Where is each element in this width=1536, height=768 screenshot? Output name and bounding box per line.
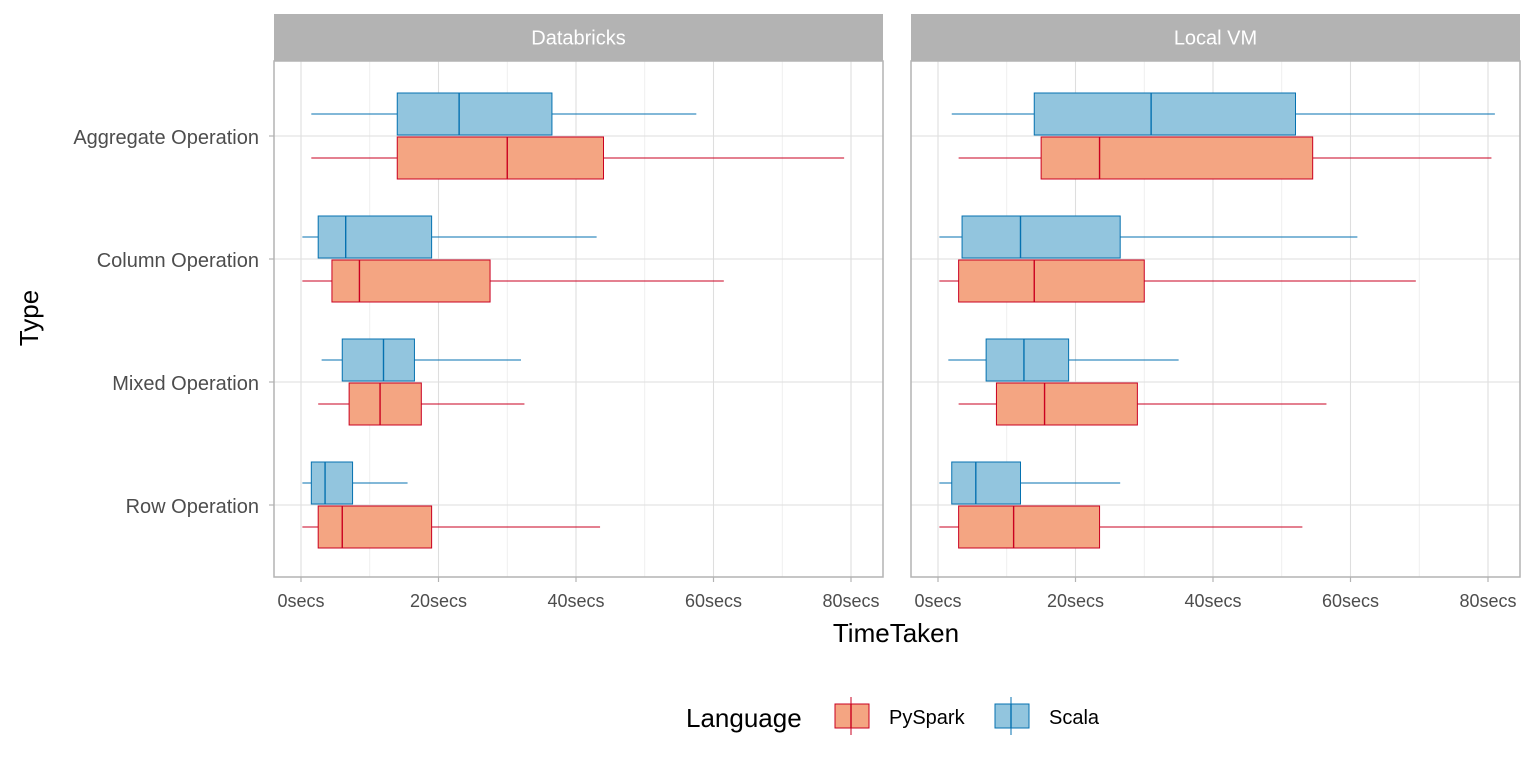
box-pyspark-row-operation bbox=[302, 505, 601, 549]
panel-local-vm: Local VM 0secs 20secs 40secs 60secs 80secs bbox=[910, 14, 1521, 611]
box-iqr bbox=[1040, 136, 1314, 180]
box-iqr bbox=[985, 338, 1070, 382]
x-axis-title: TimeTaken bbox=[833, 618, 959, 648]
x-tick-label: 80secs bbox=[1459, 591, 1516, 611]
legend: Language PySpark Scala bbox=[686, 697, 1100, 735]
box-iqr bbox=[317, 505, 433, 549]
legend-label: Scala bbox=[1049, 707, 1100, 729]
box-pyspark-mixed-operation bbox=[318, 382, 525, 426]
y-tick-label: Column Operation bbox=[97, 250, 259, 272]
x-tick-label: 60secs bbox=[685, 591, 742, 611]
x-tick-label: 0secs bbox=[914, 591, 961, 611]
box-scala-mixed-operation bbox=[321, 338, 521, 382]
box-iqr bbox=[331, 259, 491, 303]
box-iqr bbox=[961, 215, 1121, 259]
y-tick-label: Mixed Operation bbox=[112, 373, 259, 395]
box-scala-mixed-operation bbox=[948, 338, 1179, 382]
x-tick-label: 0secs bbox=[277, 591, 324, 611]
legend-items: PySpark Scala bbox=[834, 697, 1100, 735]
legend-title: Language bbox=[686, 703, 802, 733]
x-tick-label: 80secs bbox=[822, 591, 879, 611]
legend-label: PySpark bbox=[889, 707, 966, 729]
y-tick-label: Aggregate Operation bbox=[73, 127, 259, 149]
box-scala-aggregate-operation bbox=[951, 92, 1495, 136]
box-iqr bbox=[958, 259, 1145, 303]
box-iqr bbox=[396, 92, 553, 136]
legend-key-box bbox=[834, 703, 870, 729]
box-scala-column-operation bbox=[939, 215, 1358, 259]
facet-strip bbox=[911, 14, 1520, 61]
box-iqr bbox=[1033, 92, 1296, 136]
y-axis-labels: Aggregate Operation Column Operation Mixed… bbox=[73, 127, 274, 518]
panel-databricks: Databricks 0secs 20secs 40secs 60secs 80secs bbox=[273, 14, 884, 611]
box-pyspark-mixed-operation bbox=[958, 382, 1327, 426]
box-scala-row-operation bbox=[302, 461, 408, 505]
x-tick-label: 60secs bbox=[1322, 591, 1379, 611]
box-scala-column-operation bbox=[302, 215, 597, 259]
box-pyspark-aggregate-operation bbox=[311, 136, 845, 180]
box-iqr bbox=[341, 338, 415, 382]
facet-strip bbox=[274, 14, 883, 61]
box-scala-aggregate-operation bbox=[311, 92, 697, 136]
y-tick-label: Row Operation bbox=[126, 496, 259, 518]
facet-strip-label: Databricks bbox=[531, 28, 625, 50]
box-pyspark-column-operation bbox=[939, 259, 1416, 303]
x-tick-label: 20secs bbox=[410, 591, 467, 611]
box-iqr bbox=[995, 382, 1138, 426]
legend-key-box bbox=[994, 703, 1030, 729]
box-iqr bbox=[958, 505, 1101, 549]
box-pyspark-column-operation bbox=[302, 259, 724, 303]
box-iqr bbox=[310, 461, 354, 505]
box-iqr bbox=[317, 215, 433, 259]
legend-item-pyspark: PySpark bbox=[834, 697, 966, 735]
x-tick-label: 40secs bbox=[547, 591, 604, 611]
box-pyspark-aggregate-operation bbox=[958, 136, 1492, 180]
x-tick-label: 40secs bbox=[1184, 591, 1241, 611]
x-tick-label: 20secs bbox=[1047, 591, 1104, 611]
box-iqr bbox=[396, 136, 604, 180]
y-axis-title: Type bbox=[14, 290, 44, 346]
box-iqr bbox=[951, 461, 1021, 505]
facet-strip-label: Local VM bbox=[1174, 28, 1257, 50]
box-iqr bbox=[348, 382, 422, 426]
box-scala-row-operation bbox=[939, 461, 1121, 505]
box-pyspark-row-operation bbox=[939, 505, 1303, 549]
legend-item-scala: Scala bbox=[994, 697, 1100, 735]
